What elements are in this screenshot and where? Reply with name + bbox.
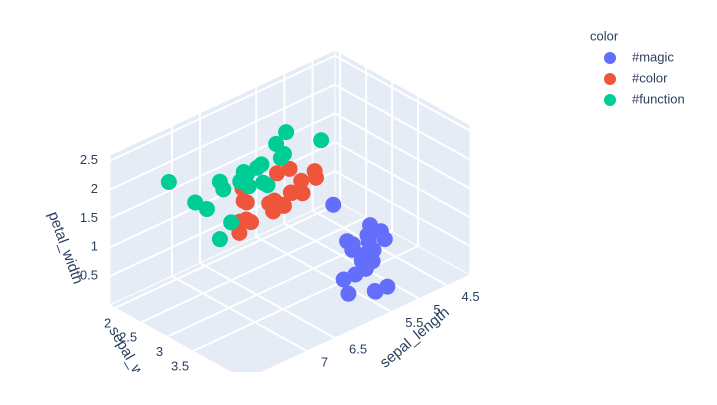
x-tick-label: 7 (321, 355, 328, 370)
point (335, 271, 352, 288)
point (187, 194, 204, 211)
z-grid-line (334, 54, 471, 132)
point (282, 184, 299, 201)
point (281, 160, 298, 177)
point (198, 201, 215, 217)
x-grid-line (171, 275, 308, 352)
y-tick-label: 3.5 (171, 359, 189, 374)
point (269, 165, 286, 182)
legend-marker (604, 52, 616, 64)
z-grid-line (334, 83, 471, 161)
z-grid-line (334, 170, 471, 248)
z-tick-label: 0.5 (80, 268, 98, 283)
z-grid-line (334, 112, 471, 190)
legend-label: #color (632, 70, 668, 85)
y-grid-line (192, 245, 419, 353)
z-tick-label: 1 (91, 239, 98, 254)
y-grid-line (140, 216, 367, 324)
point (293, 172, 310, 189)
point (211, 231, 228, 248)
point (278, 124, 295, 141)
y-tick-label: 3 (156, 344, 163, 359)
z-grid-line (109, 54, 336, 162)
point (357, 260, 374, 277)
y-tick-label: 2 (104, 315, 111, 330)
point (235, 192, 252, 209)
point (372, 223, 389, 240)
x-tick-label: 5 (433, 302, 440, 317)
scene: 4.5 5 5.5 6.5 7 2 2.5 3 3.5 0.5 1 1.5 2 2.5 sepal_leng… (45, 49, 480, 374)
point (272, 150, 289, 167)
legend-label: #magic (632, 49, 674, 64)
point (268, 135, 285, 152)
legend: color #magic #color #function (590, 28, 685, 106)
x-tick-label: 5.5 (405, 315, 423, 330)
z-grid-line (109, 112, 336, 220)
point (253, 156, 270, 173)
point (313, 132, 330, 149)
legend-label: #function (632, 91, 685, 106)
point (273, 196, 290, 213)
legend-marker (604, 94, 616, 106)
z-tick-label: 2 (91, 181, 98, 196)
point (223, 214, 240, 231)
legend-marker (604, 73, 616, 85)
point (367, 283, 384, 300)
point (294, 185, 311, 202)
point (344, 236, 361, 253)
legend-title: color (590, 28, 619, 43)
x-axis-title: sepal_length (377, 304, 453, 372)
x-grid-line (283, 222, 420, 300)
z-tick-label: 1.5 (80, 210, 98, 225)
z-tick-label: 2.5 (80, 152, 98, 167)
point (306, 163, 323, 180)
point (325, 196, 342, 213)
point (359, 227, 376, 244)
point (211, 173, 228, 190)
point (259, 177, 276, 194)
z-grid-line (109, 83, 336, 191)
z-grid-line (334, 141, 471, 219)
point (243, 214, 260, 231)
point (160, 174, 177, 190)
y-grid-line (114, 201, 341, 309)
x-tick-label: 6.5 (349, 341, 367, 356)
point (261, 195, 278, 212)
point (237, 170, 253, 187)
x-tick-label: 4.5 (462, 289, 480, 304)
point (353, 247, 370, 264)
x-grid-line (199, 262, 336, 339)
point (340, 285, 357, 302)
x-grid-line (255, 235, 392, 313)
y-tick-label: 2.5 (119, 330, 137, 345)
